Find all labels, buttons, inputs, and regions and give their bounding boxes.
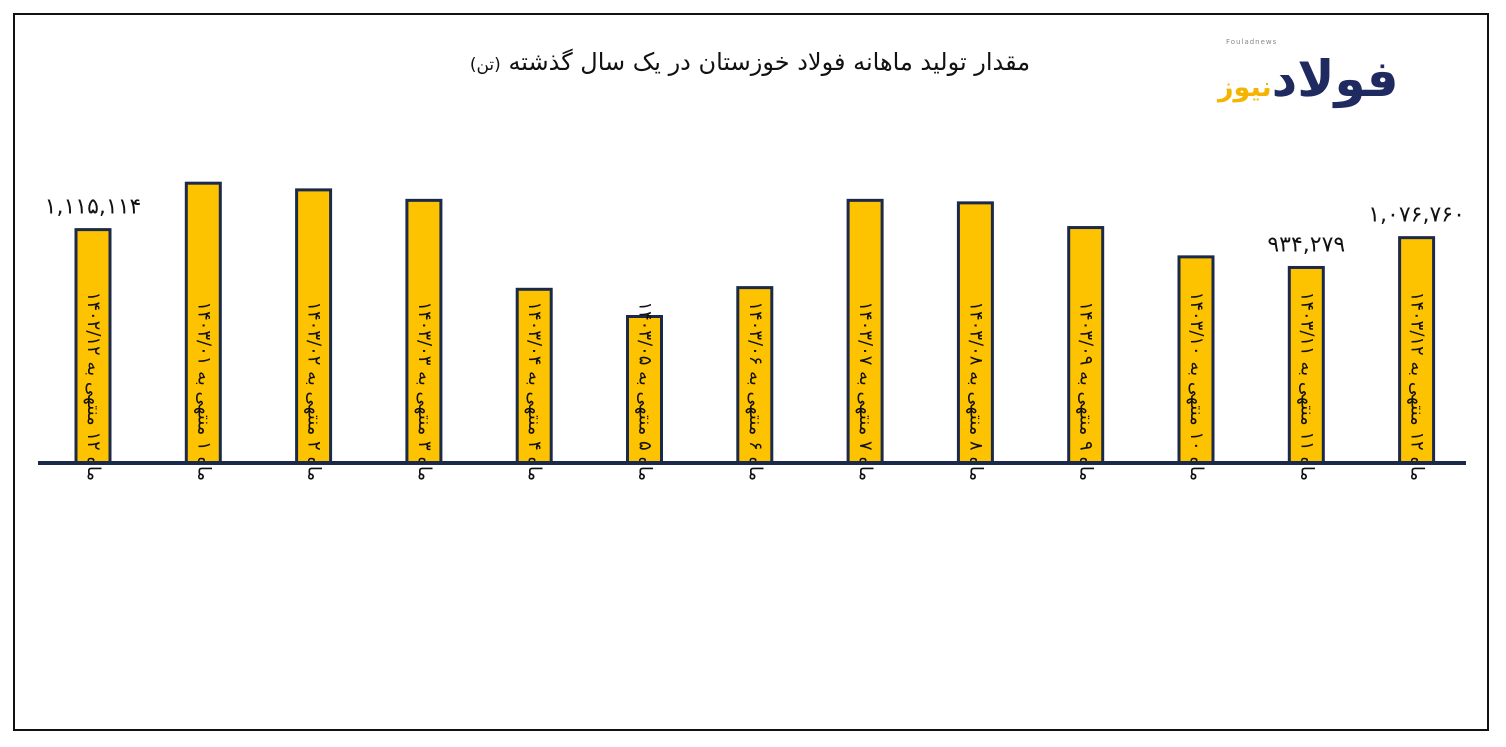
fouladnews-logo: Fouladnews فولادنیوز bbox=[1218, 38, 1458, 118]
category-label-text: ماه ۱۱ منتهی به ۱۴۰۳/۱۱ bbox=[1296, 292, 1317, 481]
category-label-5: ماه ۴ منتهی به ۱۴۰۳/۰۴ bbox=[524, 301, 545, 481]
logo-sub-text: نیوز bbox=[1218, 72, 1272, 103]
category-label-9: ماه ۸ منتهی به ۱۴۰۳/۰۸ bbox=[965, 301, 986, 481]
bar-10 bbox=[1067, 226, 1105, 465]
bar-2 bbox=[184, 181, 222, 465]
category-label-1: ماه ۱۲ منتهی به ۱۴۰۲/۱۲ bbox=[83, 292, 104, 481]
category-label-10: ماه ۹ منتهی به ۱۴۰۳/۰۹ bbox=[1076, 301, 1097, 481]
category-label-text: ماه ۴ منتهی به ۱۴۰۳/۰۴ bbox=[524, 301, 545, 481]
logo-wordmark: فولادنیوز bbox=[1218, 50, 1399, 108]
category-label-text: ماه ۲ منتهی به ۱۴۰۳/۰۲ bbox=[304, 301, 325, 481]
data-label-12: ۹۳۴,۲۷۹ bbox=[1267, 232, 1345, 257]
bar-7 bbox=[736, 286, 774, 465]
category-label-text: ماه ۸ منتهی به ۱۴۰۳/۰۸ bbox=[965, 301, 986, 481]
bar-9 bbox=[956, 201, 994, 465]
category-label-8: ماه ۷ منتهی به ۱۴۰۳/۰۷ bbox=[855, 301, 876, 481]
category-label-12: ماه ۱۱ منتهی به ۱۴۰۳/۱۱ bbox=[1296, 292, 1317, 481]
category-label-text: ماه ۱۲ منتهی به ۱۴۰۳/۱۲ bbox=[1407, 292, 1428, 481]
bar-13 bbox=[1398, 236, 1436, 465]
bar-3 bbox=[295, 188, 333, 465]
data-label-1: ۱,۱۱۵,۱۱۴ bbox=[45, 195, 142, 220]
logo-main-text: فولاد bbox=[1271, 50, 1399, 108]
chart-title: مقدار تولید ماهانه فولاد خوزستان در یک س… bbox=[300, 48, 1200, 76]
category-label-11: ماه ۱۰ منتهی به ۱۴۰۳/۱۰ bbox=[1186, 292, 1207, 481]
category-label-text: ماه ۱۰ منتهی به ۱۴۰۳/۱۰ bbox=[1186, 292, 1207, 481]
category-label-7: ماه ۶ منتهی به ۱۴۰۳/۰۶ bbox=[745, 301, 766, 481]
category-label-text: ماه ۱ منتهی به ۱۴۰۳/۰۱ bbox=[193, 301, 214, 481]
category-label-text: ماه ۹ منتهی به ۱۴۰۳/۰۹ bbox=[1076, 301, 1097, 481]
category-label-4: ماه ۳ منتهی به ۱۴۰۳/۰۳ bbox=[414, 301, 435, 481]
bar-1 bbox=[74, 228, 112, 465]
logo-small-text: Fouladnews bbox=[1226, 38, 1278, 46]
bar-11 bbox=[1177, 255, 1215, 465]
category-label-text: ماه ۵ منتهی به ۱۴۰۳/۰۵ bbox=[635, 301, 656, 481]
category-label-6: ماه ۵ منتهی به ۱۴۰۳/۰۵ bbox=[635, 301, 656, 481]
category-label-3: ماه ۲ منتهی به ۱۴۰۳/۰۲ bbox=[304, 301, 325, 481]
category-label-text: ماه ۱۲ منتهی به ۱۴۰۲/۱۲ bbox=[83, 292, 104, 481]
chart-title-unit: (تن) bbox=[469, 55, 501, 75]
bar-8 bbox=[846, 198, 884, 465]
category-label-2: ماه ۱ منتهی به ۱۴۰۳/۰۱ bbox=[193, 301, 214, 481]
category-label-13: ماه ۱۲ منتهی به ۱۴۰۳/۱۲ bbox=[1407, 292, 1428, 481]
bar-5 bbox=[515, 287, 553, 465]
chart-title-text: مقدار تولید ماهانه فولاد خوزستان در یک س… bbox=[508, 48, 1031, 76]
data-label-13: ۱,۰۷۶,۷۶۰ bbox=[1368, 203, 1465, 228]
category-label-text: ماه ۶ منتهی به ۱۴۰۳/۰۶ bbox=[745, 301, 766, 481]
category-label-text: ماه ۷ منتهی به ۱۴۰۳/۰۷ bbox=[855, 301, 876, 481]
bar-12 bbox=[1287, 265, 1325, 465]
category-label-text: ماه ۳ منتهی به ۱۴۰۳/۰۳ bbox=[414, 301, 435, 481]
